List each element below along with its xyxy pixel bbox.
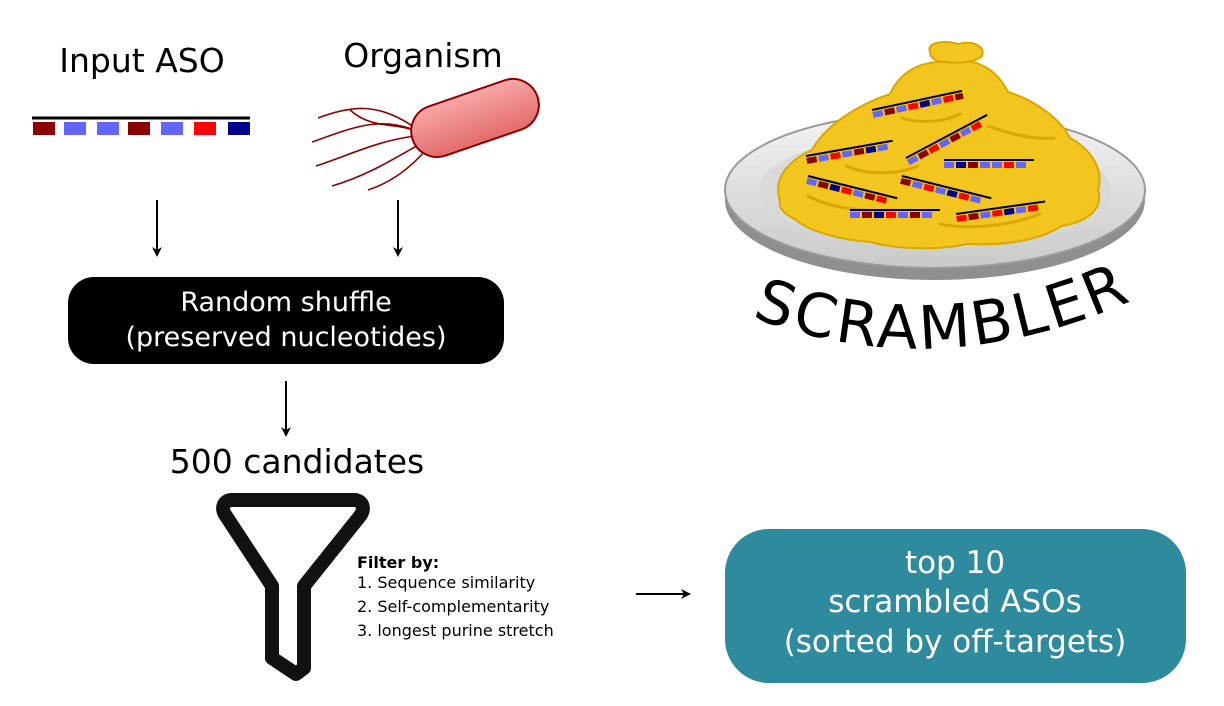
result-line-1: top 10 xyxy=(905,545,1005,581)
input-aso-label: Input ASO xyxy=(59,41,224,80)
candidates-label: 500 candidates xyxy=(170,442,424,481)
filter-item-3: 3. longest purine stretch xyxy=(357,621,554,640)
filter-item-1: 1. Sequence similarity xyxy=(357,573,535,592)
shuffle-line-1: Random shuffle xyxy=(180,287,391,318)
shuffle-line-2: (preserved nucleotides) xyxy=(125,322,446,353)
result-box: top 10 scrambled ASOs (sorted by off-tar… xyxy=(725,529,1186,683)
aso-strand-icon xyxy=(32,118,250,135)
filter-title: Filter by: xyxy=(357,553,439,572)
filter-item-2: 2. Self-complementarity xyxy=(357,597,549,616)
bacterium-icon xyxy=(312,72,546,190)
result-line-3: (sorted by off-targets) xyxy=(784,624,1127,660)
organism-label: Organism xyxy=(343,36,503,75)
result-line-2: scrambled ASOs xyxy=(828,584,1081,620)
funnel-icon xyxy=(223,500,363,674)
scrambled-eggs-plate-icon xyxy=(725,42,1145,280)
random-shuffle-box: Random shuffle (preserved nucleotides) xyxy=(68,277,504,364)
